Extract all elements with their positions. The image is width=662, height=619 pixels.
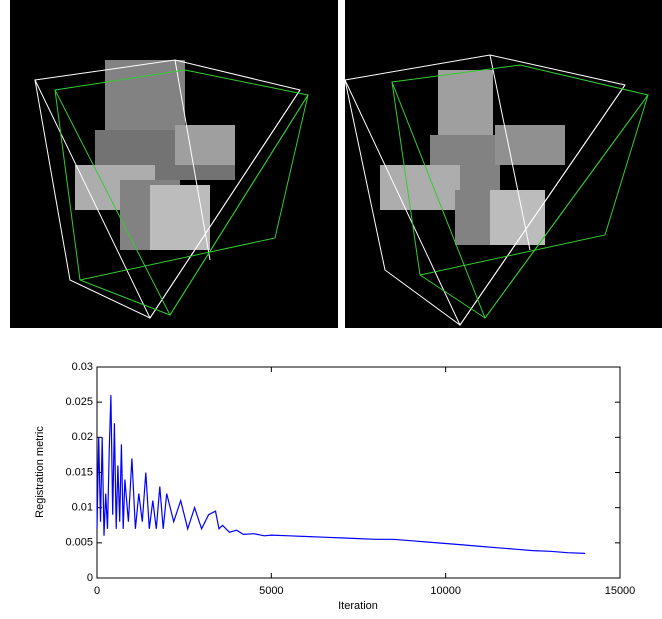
x-tick-label: 0	[94, 585, 100, 597]
x-axis-label: Iteration	[338, 600, 378, 612]
wireframe-white	[344, 54, 626, 327]
x-tick-label: 5000	[259, 585, 283, 597]
x-tick-label: 10000	[430, 585, 461, 597]
data-line	[96, 395, 586, 554]
x-tick-label: 15000	[605, 585, 636, 597]
y-tick-label: 0.01	[72, 502, 93, 514]
plot-frame	[96, 366, 621, 579]
y-tick-label: 0.005	[65, 537, 93, 549]
render-left	[10, 0, 338, 328]
wireframe-green	[54, 69, 309, 317]
wireframe-green	[391, 64, 649, 320]
y-tick-label: 0	[87, 572, 93, 584]
render-right	[344, 0, 662, 328]
y-tick-label: 0.015	[65, 466, 93, 478]
y-axis-label: Registration metric	[34, 426, 46, 518]
y-tick-label: 0.02	[72, 431, 93, 443]
wireframe-white	[34, 59, 301, 320]
y-tick-label: 0.03	[72, 361, 93, 373]
render-object	[380, 70, 565, 245]
y-tick-label: 0.025	[65, 396, 93, 408]
